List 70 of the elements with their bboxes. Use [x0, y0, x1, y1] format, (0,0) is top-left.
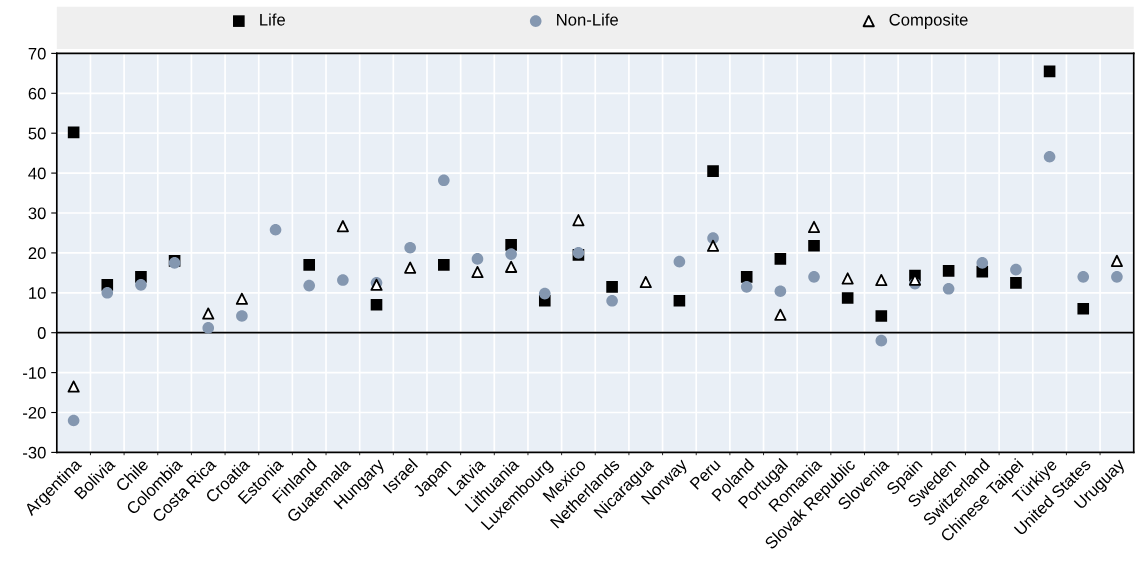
- y-tick-label: -30: [23, 446, 46, 459]
- point: [875, 334, 888, 347]
- point: [303, 279, 316, 292]
- point: [404, 241, 416, 254]
- point: [236, 310, 248, 322]
- y-tick-label: 50: [28, 127, 46, 140]
- point: [1043, 150, 1056, 163]
- y-tick-label: -10: [23, 367, 46, 379]
- point: [1010, 277, 1022, 289]
- point: [942, 265, 955, 277]
- y-tick-label: 20: [28, 247, 46, 260]
- point: [673, 294, 686, 307]
- legend-label: Composite: [889, 13, 968, 29]
- y-tick-label: 40: [28, 167, 46, 180]
- point: [505, 248, 517, 260]
- point: [370, 298, 383, 311]
- point: [235, 292, 248, 305]
- point: [269, 223, 282, 236]
- point: [471, 253, 484, 265]
- point: [875, 310, 888, 322]
- point: [875, 273, 888, 287]
- point: [1043, 65, 1056, 78]
- point: [471, 265, 484, 279]
- point: [606, 294, 618, 307]
- point: [1010, 263, 1022, 276]
- point: [774, 253, 787, 265]
- point: [942, 283, 955, 295]
- point: [841, 292, 854, 304]
- point: [1111, 271, 1123, 283]
- point: [673, 255, 686, 268]
- point: [774, 308, 787, 321]
- point: [808, 271, 820, 283]
- point: [505, 260, 518, 273]
- point: [101, 286, 114, 299]
- point: [337, 274, 349, 286]
- point: [438, 259, 450, 271]
- y-tick-label: 0: [37, 327, 46, 339]
- point: [706, 239, 720, 252]
- legend-label: Life: [260, 13, 285, 26]
- point: [303, 259, 316, 271]
- legend-label: Non-Life: [557, 13, 618, 26]
- y-tick-label: 60: [28, 87, 46, 100]
- point: [841, 272, 854, 285]
- point: [807, 220, 821, 234]
- point: [67, 414, 80, 427]
- point: [135, 279, 147, 291]
- y-tick-label: 70: [28, 47, 46, 60]
- point: [202, 322, 215, 334]
- point: [404, 261, 417, 274]
- point: [67, 380, 80, 393]
- point: [1110, 254, 1123, 267]
- point: [740, 281, 753, 293]
- point: [538, 287, 551, 300]
- point: [606, 281, 618, 293]
- y-tick-label: 10: [29, 287, 46, 300]
- point: [202, 307, 215, 320]
- point: [639, 275, 652, 289]
- point: [976, 257, 989, 269]
- point: [707, 165, 719, 177]
- point: [1077, 302, 1090, 315]
- point: [808, 239, 820, 252]
- point: [740, 271, 753, 283]
- point: [438, 174, 450, 187]
- point: [1077, 271, 1090, 283]
- point: [336, 220, 349, 233]
- point: [67, 126, 80, 139]
- y-tick-label: -20: [23, 406, 46, 419]
- point: [774, 285, 787, 298]
- point: [572, 214, 585, 227]
- y-tick-label: 30: [28, 207, 46, 220]
